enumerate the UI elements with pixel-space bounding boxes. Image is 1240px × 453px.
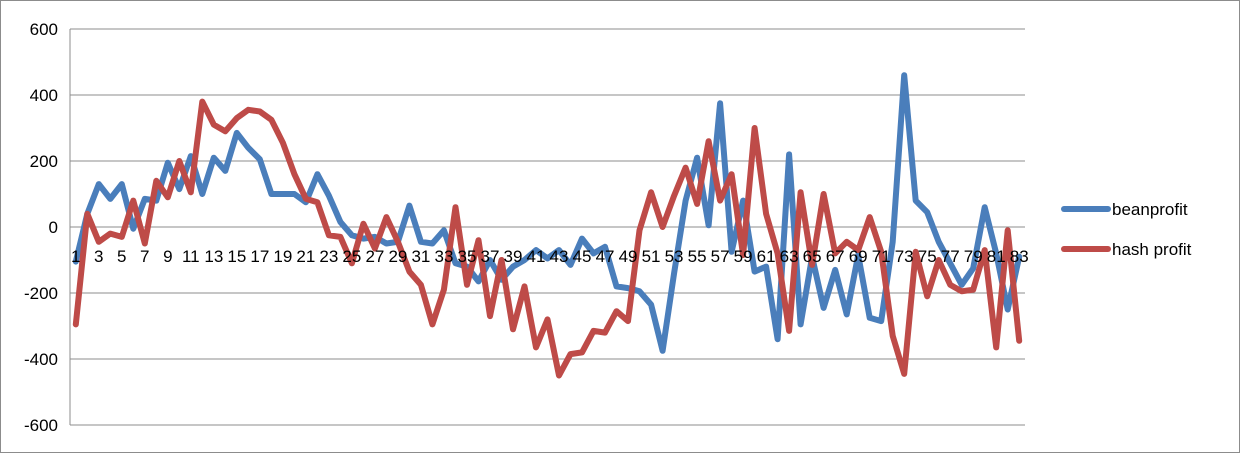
y-tick-label: 200 [30,152,58,171]
x-tick-label: 37 [481,247,500,266]
x-tick-label: 15 [227,247,246,266]
x-tick-label: 3 [94,247,103,266]
x-tick-label: 49 [619,247,638,266]
x-tick-label: 13 [204,247,223,266]
series-lines [72,72,1023,379]
x-tick-label: 67 [826,247,845,266]
legend-label-beanprofit: beanprofit [1112,200,1188,219]
x-tick-label: 33 [434,247,453,266]
x-tick-label: 63 [780,247,799,266]
x-tick-label: 45 [573,247,592,266]
x-tick-label: 77 [941,247,960,266]
y-tick-label: -600 [24,416,58,435]
x-tick-label: 59 [734,247,753,266]
x-tick-label: 81 [987,247,1006,266]
x-tick-label: 5 [117,247,126,266]
x-tick-label: 47 [596,247,615,266]
x-tick-label: 65 [803,247,822,266]
x-tick-label: 55 [688,247,707,266]
x-tick-label: 27 [365,247,384,266]
x-tick-label: 7 [140,247,149,266]
x-tick-label: 73 [895,247,914,266]
x-tick-label: 35 [457,247,476,266]
x-axis-ticks: 1 3 5 7 9 11 13 15 17 19 21 23 25 27 29 31 33 35 37 39 41 43 4… [71,247,1029,266]
x-tick-label: 21 [296,247,315,266]
x-tick-label: 41 [527,247,546,266]
x-tick-label: 71 [872,247,891,266]
y-tick-label: 0 [49,218,58,237]
y-axis-ticks: -600 -400 -200 0 200 400 600 [24,20,58,435]
y-tick-label: -200 [24,284,58,303]
x-tick-label: 31 [411,247,430,266]
series-line-hash-profit [72,98,1023,379]
x-tick-label: 61 [757,247,776,266]
y-tick-label: -400 [24,350,58,369]
x-tick-label: 25 [342,247,361,266]
x-tick-label: 57 [711,247,730,266]
gridlines [69,28,1025,426]
x-tick-label: 1 [71,247,80,266]
x-tick-label: 23 [319,247,338,266]
x-tick-label: 19 [273,247,292,266]
series-line-beanprofit [72,72,1023,354]
x-tick-label: 53 [665,247,684,266]
x-tick-label: 17 [250,247,269,266]
y-tick-label: 600 [30,20,58,39]
x-tick-label: 29 [388,247,407,266]
x-tick-label: 11 [182,247,200,266]
legend-label-hash-profit: hash profit [1112,240,1192,259]
x-tick-label: 69 [849,247,868,266]
legend: beanprofit hash profit [1061,200,1192,259]
x-tick-label: 39 [504,247,523,266]
x-tick-label: 43 [550,247,569,266]
x-tick-label: 79 [964,247,983,266]
x-tick-label: 51 [642,247,661,266]
y-tick-label: 400 [30,86,58,105]
x-tick-label: 9 [163,247,172,266]
x-tick-label: 83 [1010,247,1029,266]
x-tick-label: 75 [918,247,937,266]
